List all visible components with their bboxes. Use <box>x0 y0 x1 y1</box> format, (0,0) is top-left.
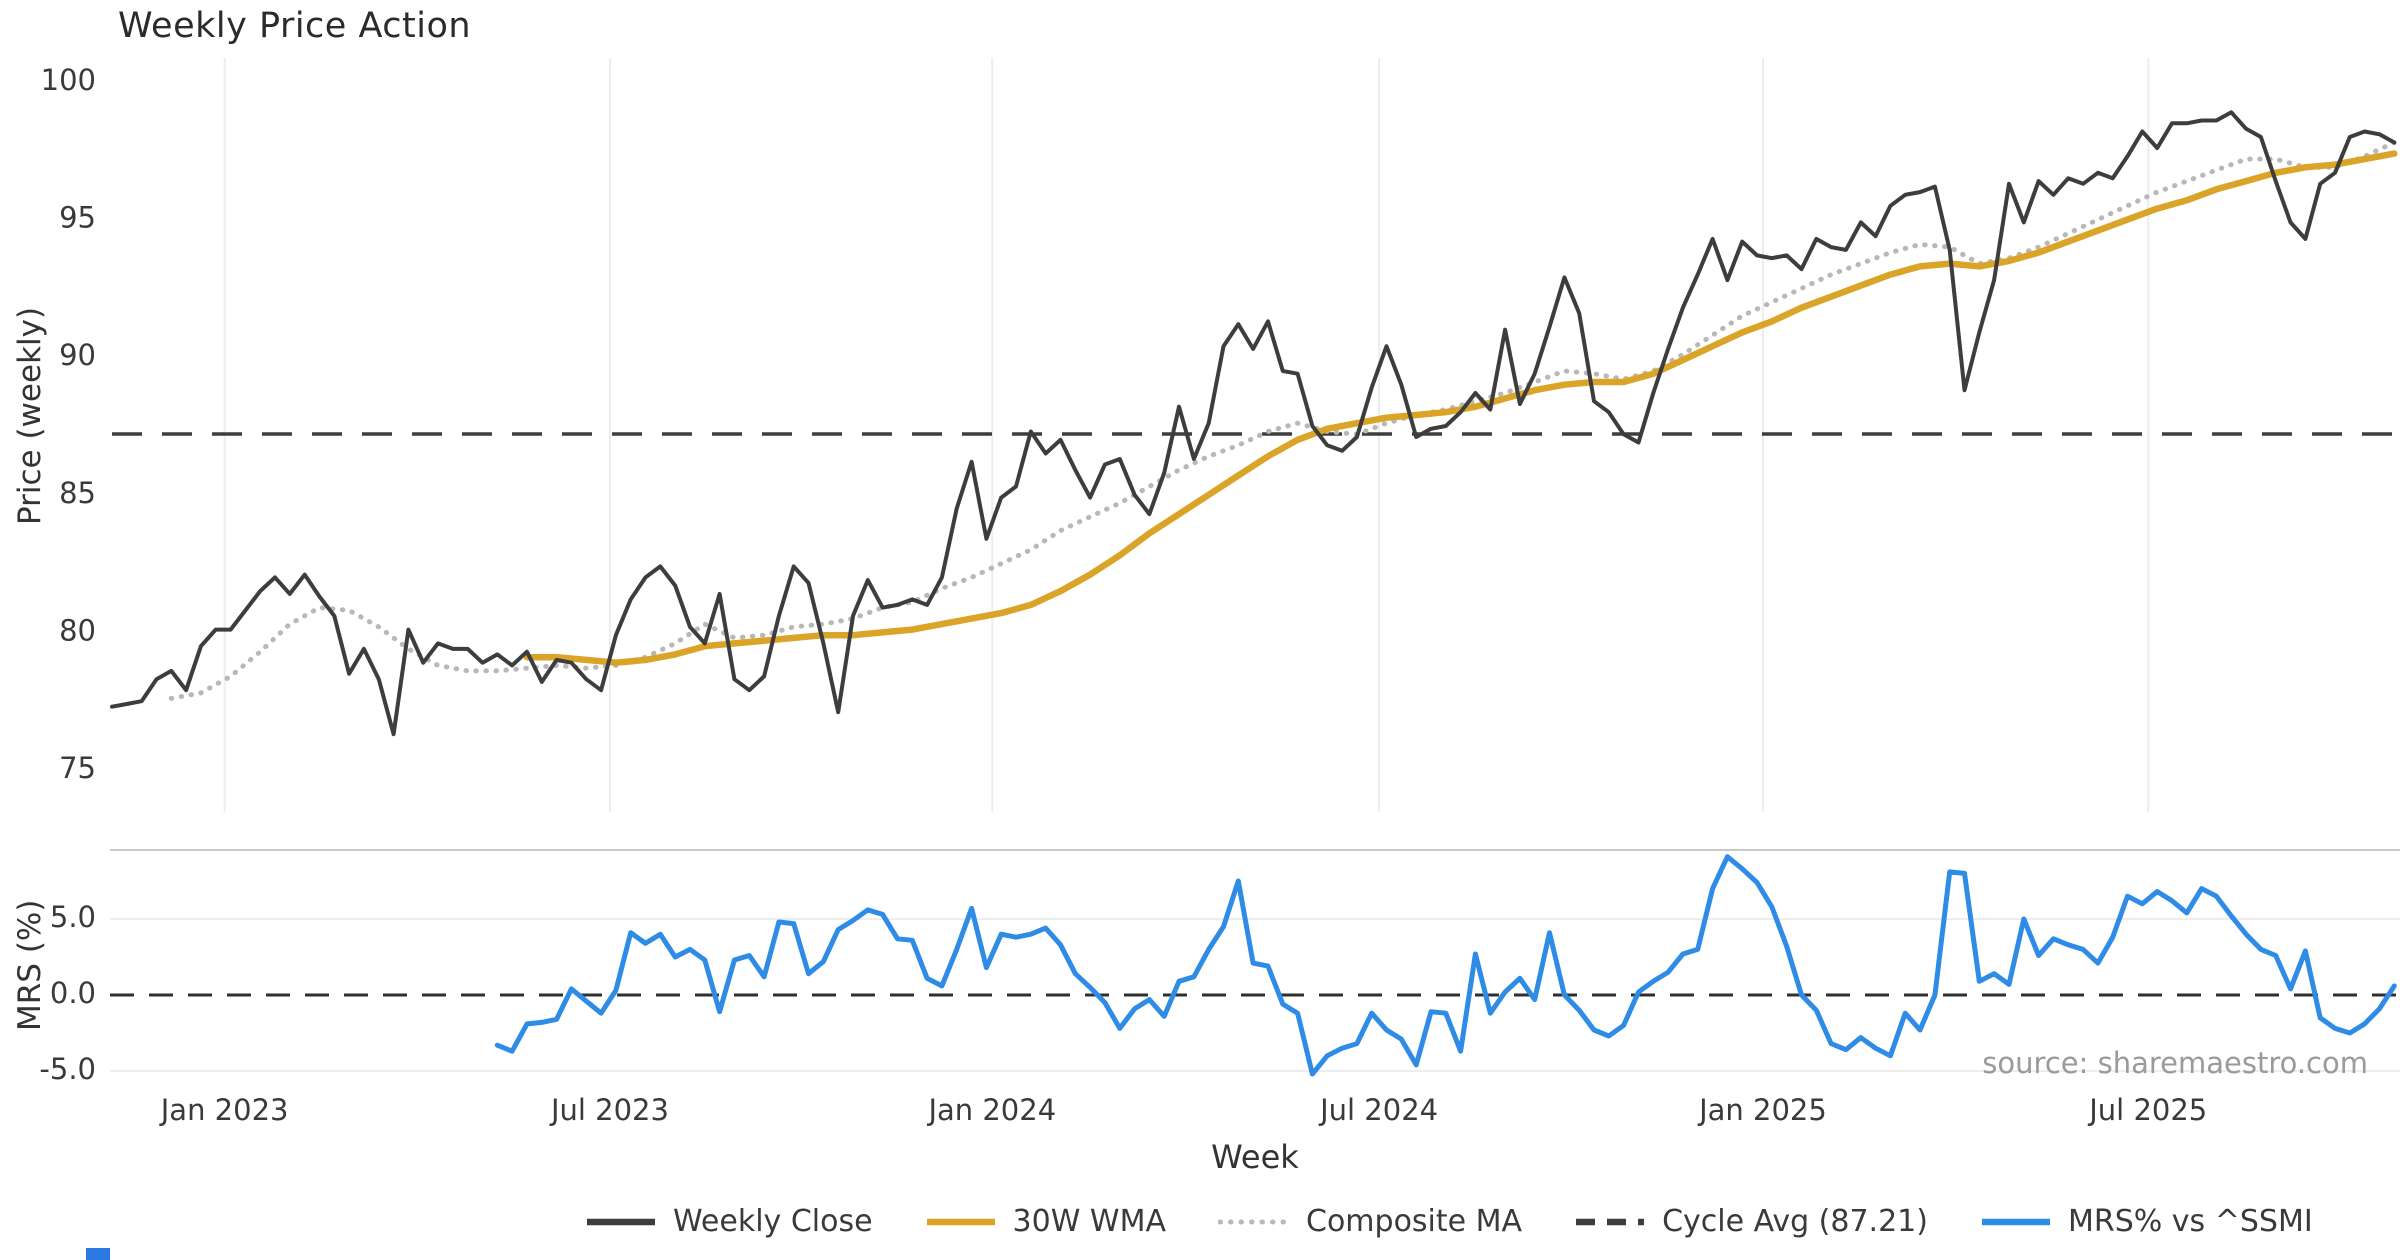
series-weekly-close <box>110 110 2397 737</box>
legend-label: Cycle Avg (87.21) <box>1662 1204 1928 1239</box>
legend-swatch-icon <box>1981 1218 2050 1225</box>
x-tick-label: Jan 2024 <box>926 1093 1056 1127</box>
x-tick-label: Jul 2024 <box>1318 1093 1438 1127</box>
legend-swatch-icon <box>1576 1218 1645 1225</box>
x-tick-label: Jan 2023 <box>159 1093 289 1127</box>
page-title: Weekly Price Action <box>118 6 472 46</box>
price-tick-label: 95 <box>59 201 96 235</box>
series-30w-wma <box>523 150 2398 666</box>
legend-item-mrs-vs-ssmi: MRS% vs ^SSMI <box>1980 1204 2313 1239</box>
price-tick-label: 85 <box>59 476 96 510</box>
series-composite-ma <box>168 140 2397 701</box>
mrs-axis-label: MRS (%) <box>12 899 48 1031</box>
price-tick-label: 80 <box>59 613 96 647</box>
price-tick-label: 90 <box>59 338 96 372</box>
mrs-tick-label: 0.0 <box>50 976 96 1010</box>
legend-swatch-icon <box>587 1218 655 1225</box>
legend-swatch-icon <box>1218 1219 1290 1224</box>
legend-item-weekly-close: Weekly Close <box>585 1204 873 1239</box>
x-tick-label: Jan 2025 <box>1697 1093 1827 1127</box>
x-tick-label: Jul 2023 <box>549 1093 669 1127</box>
price-axis-label: Price (weekly) <box>12 306 48 525</box>
mrs-tick-label: -5.0 <box>39 1052 96 1086</box>
price-tick-label: 75 <box>59 751 96 785</box>
source-note: source: sharemaestro.com <box>1982 1046 2368 1080</box>
x-tick-label: Jul 2025 <box>2087 1093 2207 1127</box>
x-axis-label: Week <box>1211 1138 1299 1176</box>
legend-label: Weekly Close <box>673 1204 873 1239</box>
price-tick-label: 100 <box>41 63 96 97</box>
legend-label: Composite MA <box>1306 1204 1523 1239</box>
legend-label: 30W WMA <box>1012 1204 1166 1239</box>
legend-label: MRS% vs ^SSMI <box>2067 1204 2313 1239</box>
corner-blue-bar <box>86 1248 110 1260</box>
legend: Weekly Close 30W WMA Composite MA Cycle Avg… <box>585 1204 2313 1239</box>
legend-swatch-icon <box>926 1218 995 1225</box>
legend-item-cycle-avg-87-21-: Cycle Avg (87.21) <box>1574 1204 1928 1239</box>
series-mrs <box>494 854 2397 1077</box>
legend-item-composite-ma: Composite MA <box>1218 1204 1522 1239</box>
mrs-tick-label: 5.0 <box>50 900 96 934</box>
legend-item-30w-wma: 30W WMA <box>925 1204 1166 1239</box>
